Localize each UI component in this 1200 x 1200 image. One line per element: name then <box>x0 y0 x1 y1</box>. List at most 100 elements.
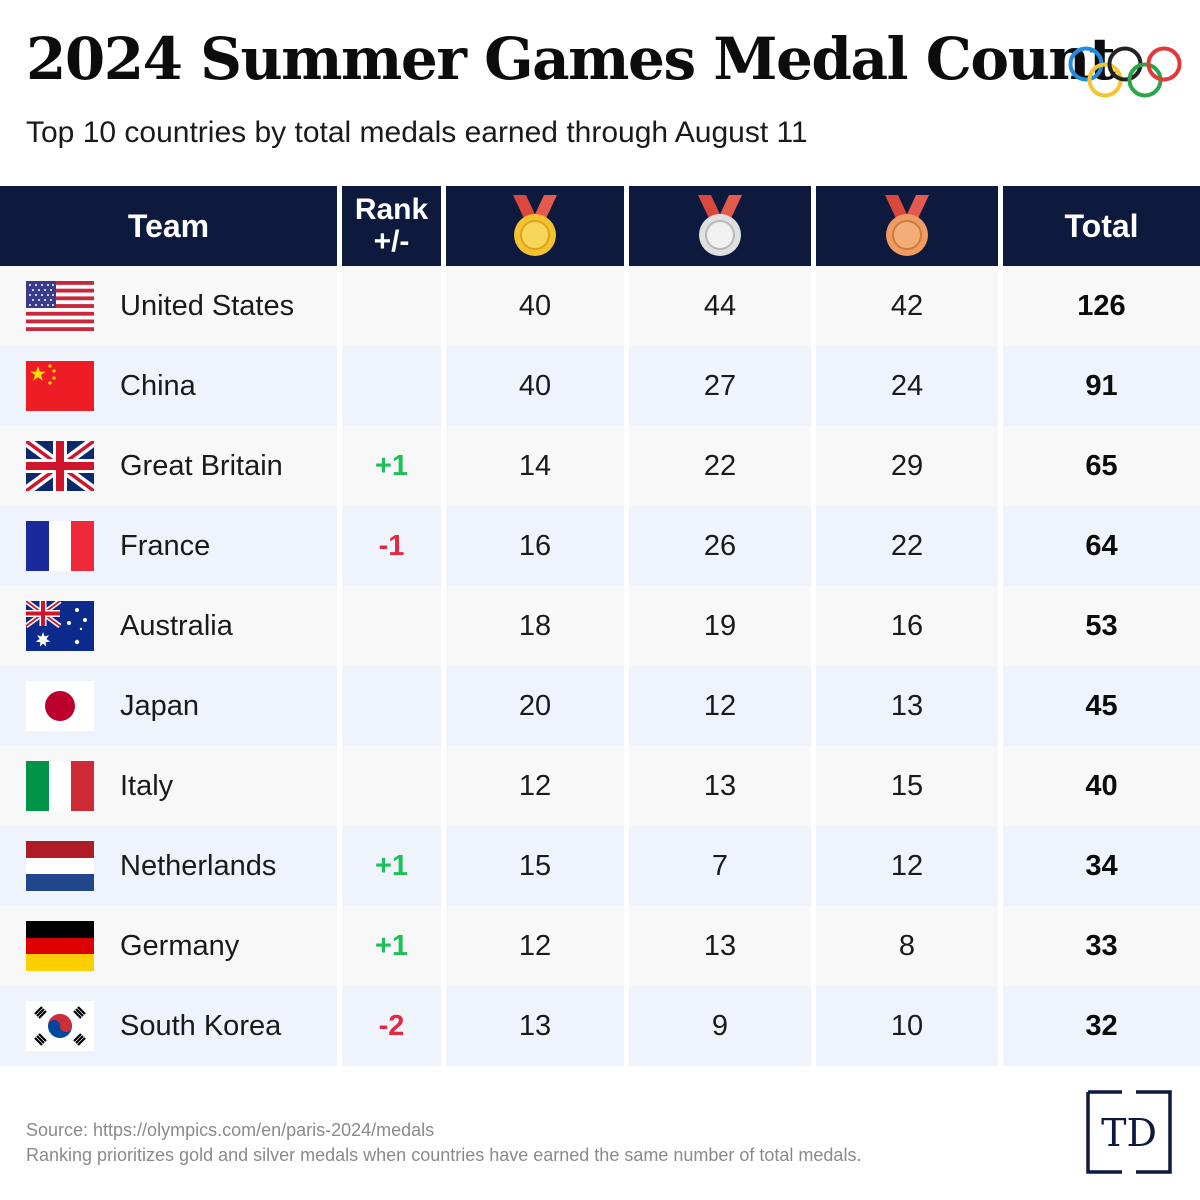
column-divider <box>337 266 342 1066</box>
rank-change: +1 <box>374 849 409 882</box>
team-name: Italy <box>120 769 174 802</box>
flag-south-korea-icon <box>26 1001 94 1051</box>
table-header: Team Rank +/- <box>0 186 1200 266</box>
table-row: Great Britain +1 14 22 29 65 <box>0 426 1200 506</box>
bronze-count: 10 <box>890 1009 924 1042</box>
team-name: China <box>120 369 196 402</box>
column-divider <box>441 266 446 1066</box>
header-rank-line2: +/- <box>373 225 410 258</box>
total-count: 53 <box>1085 609 1118 642</box>
column-divider <box>998 266 1003 1066</box>
silver-count: 26 <box>703 529 737 562</box>
table-row: Netherlands +1 15 7 12 34 <box>0 826 1200 906</box>
table-row: Germany +1 12 13 8 33 <box>0 906 1200 986</box>
flag-china-icon <box>26 361 94 411</box>
rank-change: +1 <box>374 449 409 482</box>
table-row: France -1 16 26 22 64 <box>0 506 1200 586</box>
olympic-rings-icon <box>1068 46 1182 98</box>
bronze-count: 24 <box>890 369 924 402</box>
flag-france-icon <box>26 521 94 571</box>
bronze-count: 16 <box>890 609 924 642</box>
logo-text: TD <box>1101 1111 1157 1155</box>
gold-medal-icon <box>513 195 557 256</box>
page-subtitle: Top 10 countries by total medals earned … <box>26 116 808 149</box>
table-row: South Korea -2 13 9 10 32 <box>0 986 1200 1066</box>
total-count: 32 <box>1085 1009 1118 1042</box>
header-gold <box>446 186 624 266</box>
team-name: South Korea <box>120 1009 282 1042</box>
header-total: Total <box>1003 186 1200 266</box>
rank-change: -2 <box>378 1009 405 1042</box>
bronze-count: 29 <box>890 449 924 482</box>
footer: Source: https://olympics.com/en/paris-20… <box>26 1118 861 1168</box>
source-note: Source: https://olympics.com/en/paris-20… <box>26 1120 435 1140</box>
bronze-count: 22 <box>890 529 924 562</box>
silver-count: 44 <box>703 289 737 322</box>
team-name: Australia <box>120 609 233 642</box>
total-count: 91 <box>1085 369 1118 402</box>
gold-count: 20 <box>518 689 552 722</box>
team-name: United States <box>120 289 295 322</box>
td-logo: TD <box>1086 1090 1172 1174</box>
total-count: 64 <box>1085 529 1118 562</box>
table-row: Australia 18 19 16 53 <box>0 586 1200 666</box>
rank-change: +1 <box>374 929 409 962</box>
gold-count: 40 <box>518 369 552 402</box>
gold-count: 16 <box>518 529 552 562</box>
page-title: 2024 Summer Games Medal Count <box>26 25 1116 93</box>
team-name: Japan <box>120 689 200 722</box>
silver-count: 9 <box>711 1009 729 1042</box>
silver-count: 7 <box>711 849 729 882</box>
table-row: Italy 12 13 15 40 <box>0 746 1200 826</box>
silver-medal-icon <box>698 195 742 256</box>
rank-change <box>342 346 441 426</box>
gold-count: 13 <box>518 1009 552 1042</box>
flag-netherlands-icon <box>26 841 94 891</box>
team-name: Great Britain <box>120 449 283 482</box>
rank-change: -1 <box>378 529 405 562</box>
header-rank-change: Rank +/- <box>342 186 441 266</box>
header-rank-line1: Rank <box>354 193 429 226</box>
header-team: Team <box>0 186 337 266</box>
header-silver <box>629 186 811 266</box>
total-count: 40 <box>1085 769 1118 802</box>
silver-count: 12 <box>703 689 737 722</box>
medal-table: Team Rank +/- <box>0 186 1200 1066</box>
silver-count: 13 <box>703 769 737 802</box>
flag-japan-icon <box>26 681 94 731</box>
total-count: 33 <box>1085 929 1118 962</box>
bronze-count: 15 <box>890 769 924 802</box>
total-count: 65 <box>1085 449 1118 482</box>
gold-count: 18 <box>518 609 552 642</box>
bronze-count: 13 <box>890 689 924 722</box>
silver-count: 22 <box>703 449 737 482</box>
rank-change <box>342 586 441 666</box>
flag-usa-icon <box>26 281 94 331</box>
table-row: United States 40 44 42 126 <box>0 266 1200 346</box>
silver-count: 19 <box>703 609 737 642</box>
bronze-count: 42 <box>890 289 924 322</box>
flag-uk-icon <box>26 441 94 491</box>
header-bronze <box>816 186 998 266</box>
bronze-count: 8 <box>898 929 916 962</box>
total-count: 34 <box>1085 849 1118 882</box>
silver-count: 27 <box>703 369 737 402</box>
gold-count: 12 <box>518 769 552 802</box>
gold-count: 15 <box>518 849 552 882</box>
rank-change <box>342 746 441 826</box>
team-name: Netherlands <box>120 849 277 882</box>
column-divider <box>624 266 629 1066</box>
bronze-medal-icon <box>885 195 929 256</box>
total-count: 45 <box>1085 689 1118 722</box>
team-name: Germany <box>120 929 240 962</box>
bronze-count: 12 <box>890 849 924 882</box>
gold-count: 40 <box>518 289 552 322</box>
table-row: China 40 27 24 91 <box>0 346 1200 426</box>
ranking-note: Ranking prioritizes gold and silver meda… <box>26 1145 862 1165</box>
flag-germany-icon <box>26 921 94 971</box>
rank-change <box>342 266 441 346</box>
gold-count: 14 <box>518 449 552 482</box>
table-row: Japan 20 12 13 45 <box>0 666 1200 746</box>
column-divider <box>811 266 816 1066</box>
flag-italy-icon <box>26 761 94 811</box>
